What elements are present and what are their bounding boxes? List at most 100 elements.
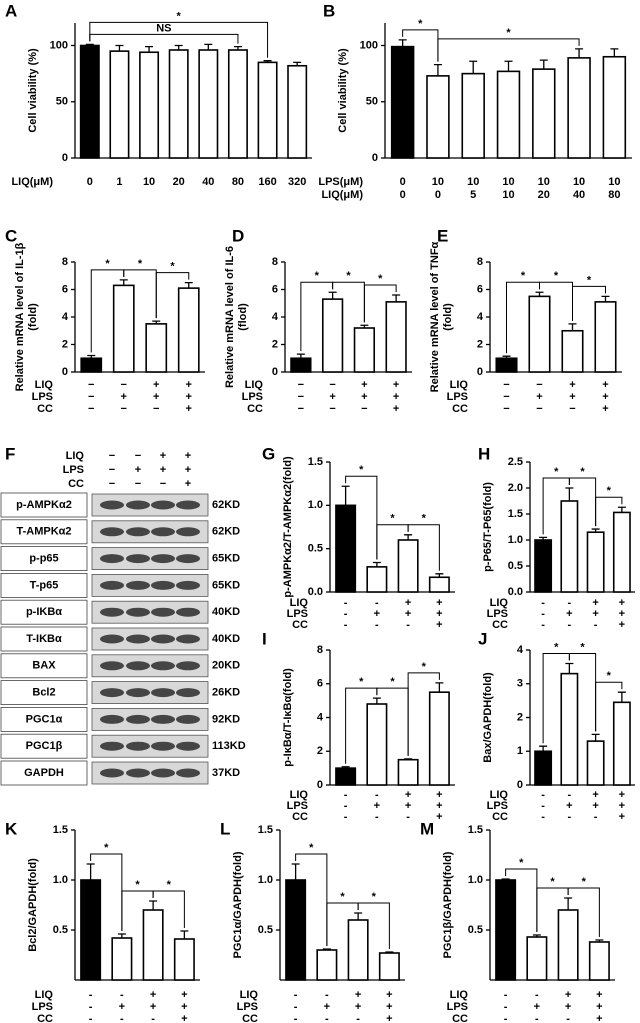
panel-label: J	[478, 629, 487, 648]
bar	[428, 691, 450, 786]
error-bar	[435, 682, 444, 693]
condition-mark: +	[393, 379, 399, 391]
y-tick-label: 1.5	[53, 824, 68, 836]
bar	[80, 357, 103, 373]
condition-mark: -	[504, 1013, 508, 1023]
bar	[366, 703, 388, 786]
y-tick-label: 2	[272, 338, 278, 350]
significance-bracket	[595, 496, 623, 527]
blot-band	[151, 554, 175, 564]
condition-mark: +	[436, 800, 442, 812]
bar	[316, 949, 338, 981]
bar	[397, 539, 419, 593]
condition-label: LPS	[32, 1001, 53, 1013]
condition-mark: +	[181, 989, 187, 1001]
y-axis-label: Relative mRNA level of TNFα	[429, 241, 441, 392]
condition-mark: −	[88, 403, 94, 415]
band-size: 92KD	[212, 713, 240, 725]
bar	[79, 44, 100, 159]
panel-label: G	[262, 444, 275, 463]
condition-mark: 10	[143, 176, 155, 188]
blot-band	[176, 580, 200, 590]
y-tick-label: 1.5	[468, 824, 483, 836]
condition-mark: -	[344, 800, 348, 812]
condition-mark: 10	[432, 176, 444, 188]
condition-mark: -	[594, 811, 598, 823]
significance-label: *	[390, 676, 395, 688]
condition-mark: −	[569, 403, 575, 415]
significance-bracket	[345, 475, 378, 560]
condition-label: LIQ	[245, 379, 264, 391]
band-name: T-p65	[30, 579, 59, 591]
error-bar	[87, 354, 96, 359]
error-bar	[392, 294, 401, 302]
error-bar	[502, 355, 511, 359]
condition-mark: -	[344, 597, 348, 609]
band-name: T-IKBα	[26, 633, 62, 645]
band-name-box	[0, 546, 88, 571]
condition-mark: 40	[202, 176, 214, 188]
error-bar	[360, 324, 369, 328]
condition-label: LIQ	[490, 789, 509, 801]
blot-band	[126, 554, 150, 564]
condition-mark: −	[121, 403, 127, 415]
band-name-box	[0, 626, 88, 652]
bar	[588, 941, 610, 981]
bar	[290, 357, 312, 373]
bar	[177, 287, 200, 373]
y-tick-label: 1.5	[308, 456, 323, 468]
significance-label: *	[390, 513, 395, 525]
blot-band	[126, 607, 150, 617]
y-tick-label: 0.5	[258, 924, 273, 936]
condition-mark: +	[181, 1001, 187, 1013]
y-tick-label: 2	[62, 338, 68, 350]
condition-mark: +	[186, 379, 192, 391]
blot-band	[151, 688, 175, 698]
blot-band	[126, 580, 150, 590]
condition-mark: -	[89, 1001, 93, 1013]
condition-mark: +	[619, 608, 625, 620]
condition-label: LPS	[242, 391, 263, 403]
panel-label: E	[437, 226, 448, 245]
condition-mark: −	[88, 391, 94, 403]
error-bar	[341, 485, 350, 506]
bar	[353, 327, 376, 373]
lane-mark: +	[160, 464, 166, 476]
blot-band	[176, 607, 200, 617]
error-bar	[180, 930, 189, 939]
condition-mark: +	[361, 379, 367, 391]
bar	[198, 49, 219, 159]
condition-mark: -	[504, 989, 508, 1001]
error-bar	[539, 536, 548, 540]
bar	[139, 51, 160, 159]
panel-label: D	[232, 226, 244, 245]
y-tick-label: 8	[272, 256, 278, 268]
y-tick-label: 4	[517, 644, 524, 656]
condition-label: LPS	[447, 391, 468, 403]
significance-label: *	[519, 857, 524, 869]
condition-mark: +	[405, 800, 411, 812]
condition-mark: +	[386, 1001, 392, 1013]
condition-mark: +	[186, 403, 192, 415]
bar	[80, 879, 102, 981]
significance-label: *	[177, 10, 182, 22]
error-bar	[595, 939, 604, 942]
significance-bracket	[437, 38, 580, 62]
condition-label: LIQ	[240, 989, 259, 1001]
significance-label: *	[422, 661, 427, 673]
condition-label: LIQ	[35, 379, 54, 391]
condition-mark: 10	[502, 189, 514, 201]
y-tick-label: 6	[272, 283, 278, 295]
lane-mark: −	[109, 464, 115, 476]
condition-label: CC	[492, 811, 508, 823]
error-bar	[233, 45, 242, 50]
lane-mark: +	[185, 478, 191, 490]
condition-mark: -	[344, 608, 348, 620]
y-tick-label: 50	[56, 96, 68, 108]
band-name: T-AMPKα2	[16, 526, 71, 538]
y-tick-label: 0.5	[508, 560, 523, 572]
condition-mark: +	[393, 403, 399, 415]
condition-label: CC	[242, 1013, 258, 1023]
condition-mark: +	[436, 608, 442, 620]
condition-mark: −	[503, 379, 509, 391]
